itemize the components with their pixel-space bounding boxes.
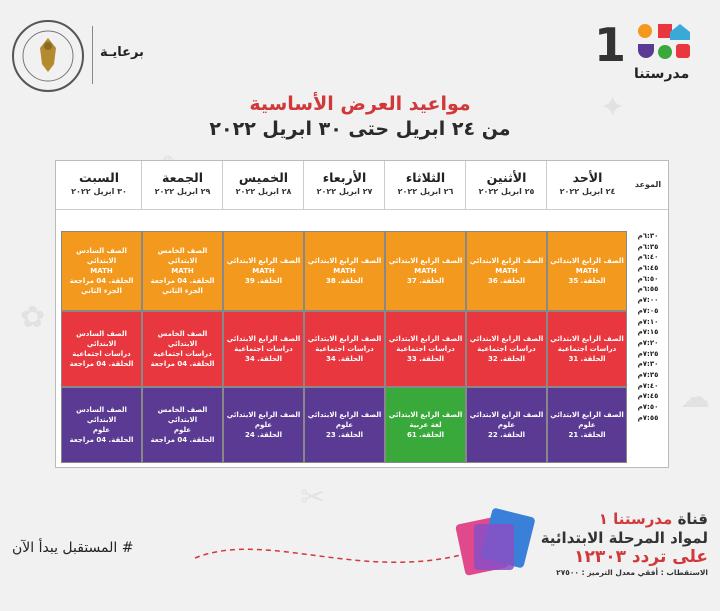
time-slot: ٧:٠٠م	[637, 296, 659, 305]
schedule-cell: الصف الرابع الابتدائي دراسات اجتماعية الحل…	[466, 311, 547, 387]
channel-subject: لمواد المرحلة الابتدائية	[540, 529, 708, 547]
sponsor-label: برعايـة	[100, 45, 144, 60]
channel-title: قناة مدرستنا ١	[598, 510, 708, 528]
time-slot: ٦:٤٠م	[637, 253, 659, 262]
time-slot: ٧:١٥م	[637, 328, 659, 337]
schedule-cell: الصف السادس الابتدائي علوم الحلقة. 04 مراج…	[61, 387, 142, 463]
header-day-thursday: الخميس ٢٨ ابريل ٢٠٢٢	[222, 161, 304, 209]
day-name: الثلاثاء	[405, 170, 446, 185]
time-slot: ٧:٢٠م	[637, 338, 659, 347]
schedule-cell: الصف الرابع الابتدائي دراسات اجتماعية الحل…	[304, 311, 385, 387]
time-slot: ٦:٣٠م	[637, 232, 659, 240]
logo-name: مدرستنا	[634, 66, 690, 82]
schedule-cell: الصف الرابع الابتدائي دراسات اجتماعية الحل…	[223, 311, 304, 387]
schedule-cell: الصف الرابع الابتدائي MATH الحلقة. 38	[304, 231, 385, 311]
schedule-cell: الصف الرابع الابتدائي علوم الحلقة. 24	[223, 387, 304, 463]
schedule-cell: الصف الخامس الابتدائي دراسات اجتماعية الحل…	[142, 311, 223, 387]
schedule-cell: الصف الرابع الابتدائي لغة عربية الحلقة. 61	[385, 387, 466, 463]
ministry-seal-icon	[12, 20, 84, 92]
tagline: # المستقبل يبدأ الآن	[12, 540, 134, 556]
time-slot: ٦:٥٠م	[637, 274, 659, 283]
day-name: الأربعاء	[322, 170, 367, 185]
day-date: ٣٠ ابريل ٢٠٢٢	[71, 187, 127, 196]
time-slot: ٧:٥٥م	[637, 413, 659, 422]
background-doodle: ✦	[600, 90, 626, 125]
header-divider	[56, 209, 668, 210]
channel-name: مدرستنا ١	[598, 510, 673, 528]
day-date: ٢٤ ابريل ٢٠٢٢	[559, 187, 616, 196]
time-column: ٦:٣٠م ٦:٣٥م ٦:٤٠م ٦:٤٥م ٦:٥٠م ٦:٥٥م ٧:٠٠…	[628, 231, 668, 423]
books-icon	[455, 508, 535, 576]
day-date: ٢٦ ابريل ٢٠٢٢	[397, 187, 454, 196]
day-name: السبت	[78, 170, 120, 185]
page-title: مواعيد العرض الأساسية	[249, 93, 471, 115]
header-day-friday: الجمعة ٢٩ ابريل ٢٠٢٢	[141, 161, 223, 209]
time-slot: ٧:٠٥م	[637, 306, 659, 315]
schedule-cell: الصف الرابع الابتدائي علوم الحلقة. 23	[304, 387, 385, 463]
header-day-sunday: الأحد ٢٤ ابريل ٢٠٢٢	[546, 161, 628, 209]
header-day-wednesday: الأربعاء ٢٧ ابريل ٢٠٢٢	[303, 161, 385, 209]
schedule-cell: الصف الرابع الابتدائي MATH الحلقة. 36	[466, 231, 547, 311]
day-date: ٢٧ ابريل ٢٠٢٢	[316, 187, 373, 196]
time-slot: ٧:٤٠م	[637, 381, 659, 390]
time-slot: ٦:٤٥م	[637, 264, 659, 273]
channel-frequency: على تردد ١٢٣٠٣	[574, 547, 708, 567]
schedule-cell: الصف السادس الابتدائي دراسات اجتماعية الحل…	[61, 311, 142, 387]
schedule-cell: الصف الرابع الابتدائي MATH الحلقة. 37	[385, 231, 466, 311]
background-doodle: ✂	[300, 480, 326, 515]
header-day-monday: الأثنين ٢٥ ابريل ٢٠٢٢	[465, 161, 547, 209]
decorative-curve	[194, 547, 486, 564]
time-slot: ٧:١٠م	[637, 317, 659, 326]
day-name: الأثنين	[486, 170, 527, 185]
schedule-cell: الصف الرابع الابتدائي دراسات اجتماعية الحل…	[385, 311, 466, 387]
background-doodle: ✿	[20, 300, 46, 335]
time-slot: ٦:٣٥م	[637, 242, 659, 251]
logo-number: 1	[594, 18, 627, 72]
time-slot: ٧:٣٥م	[637, 370, 659, 379]
schedule-cell: الصف الرابع الابتدائي علوم الحلقة. 21	[547, 387, 627, 463]
time-slot: ٦:٥٥م	[637, 285, 659, 294]
day-name: الأحد	[572, 170, 603, 185]
day-date: ٢٥ ابريل ٢٠٢٢	[478, 187, 535, 196]
day-date: ٢٩ ابريل ٢٠٢٢	[154, 187, 211, 196]
header-time: الموعد	[628, 161, 668, 209]
day-date: ٢٨ ابريل ٢٠٢٢	[235, 187, 292, 196]
background-doodle: ☁	[680, 380, 710, 415]
schedule-cell: الصف الرابع الابتدائي MATH الحلقة. 35	[547, 231, 627, 311]
schedule-cell: الصف السادس الابتدائي MATH الحلقة. 04 مراج…	[61, 231, 142, 311]
time-slot: ٧:٢٥م	[637, 349, 659, 358]
schedule-cell: الصف الرابع الابتدائي MATH الحلقة. 39	[223, 231, 304, 311]
header-day-tuesday: الثلاثاء ٢٦ ابريل ٢٠٢٢	[384, 161, 466, 209]
time-slot: ٧:٥٠م	[637, 403, 659, 411]
schedule-cell: الصف الرابع الابتدائي دراسات اجتماعية الحل…	[547, 311, 627, 387]
schedule-cell: الصف الخامس الابتدائي MATH الحلقة. 04 مراج…	[142, 231, 223, 311]
schedule-table: الموعد الأحد ٢٤ ابريل ٢٠٢٢ الأثنين ٢٥ اب…	[55, 160, 669, 468]
schedule-cell: الصف الخامس الابتدائي علوم الحلقة. 04 مراج…	[142, 387, 223, 463]
day-name: الخميس	[238, 170, 289, 185]
channel-polarization: الاستقطاب : أفقي معدل الترميز : ٢٧٥٠٠	[556, 568, 708, 577]
sponsor-divider	[92, 26, 93, 84]
day-name: الجمعة	[161, 170, 203, 185]
logo-shapes-icon	[638, 24, 690, 59]
schedule-cell: الصف الرابع الابتدائي علوم الحلقة. 22	[466, 387, 547, 463]
page-subtitle: من ٢٤ ابريل حتى ٣٠ ابريل ٢٠٢٢	[209, 118, 511, 140]
header-day-saturday: السبت ٣٠ ابريل ٢٠٢٢	[56, 161, 142, 209]
channel-logo: 1 مدرستنا	[594, 16, 702, 88]
time-slot: ٧:٤٥م	[637, 392, 659, 401]
time-slot: ٧:٣٠م	[637, 360, 659, 369]
time-header-label: الموعد	[634, 180, 662, 189]
